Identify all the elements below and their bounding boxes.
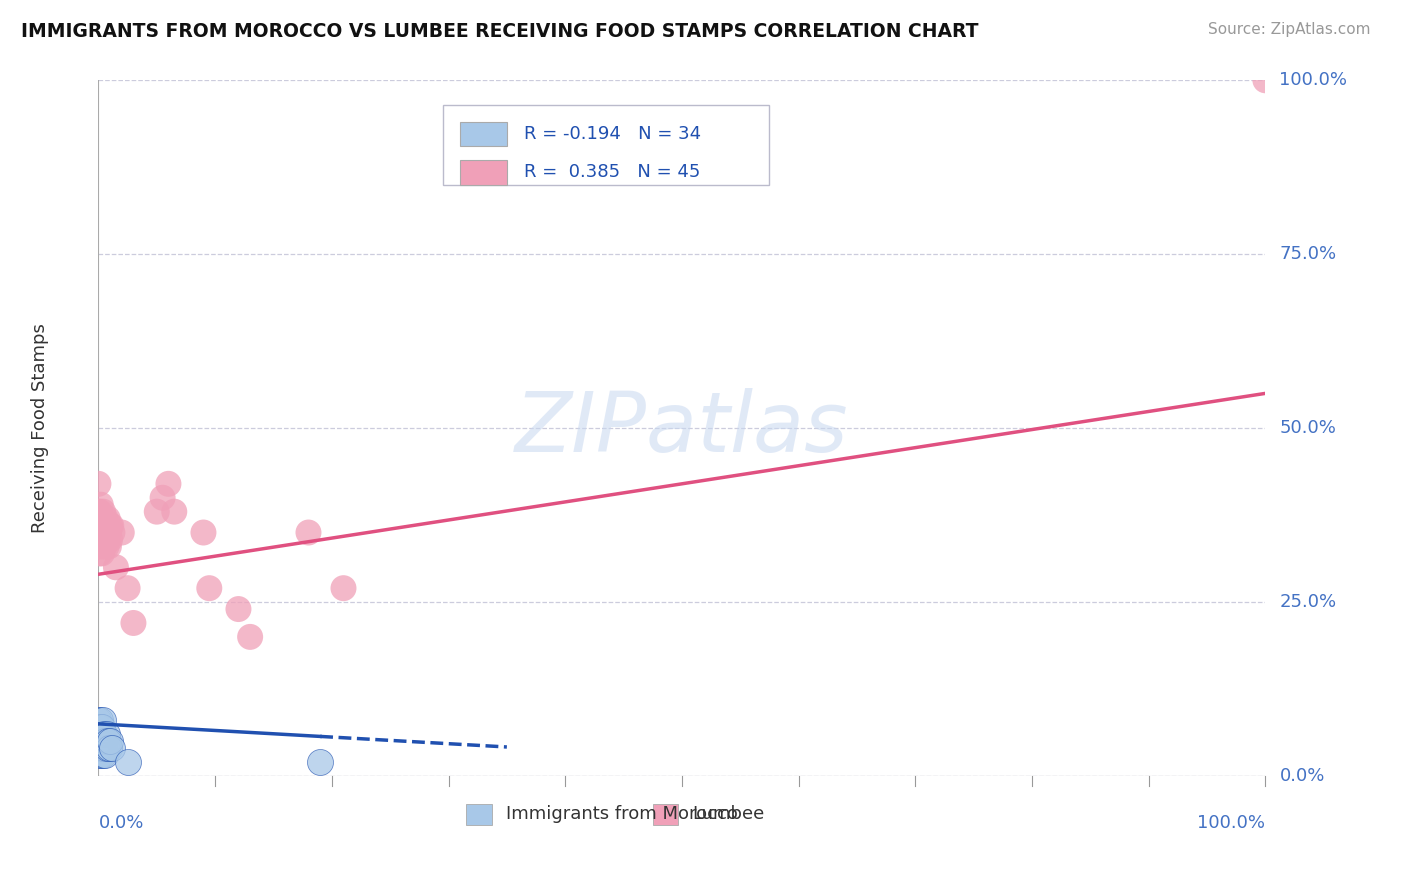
Point — [198, 581, 221, 595]
Point — [96, 741, 118, 756]
Point — [111, 525, 134, 540]
Point — [98, 518, 121, 533]
Point — [89, 505, 111, 519]
Point — [87, 476, 110, 491]
Point — [94, 748, 117, 763]
Point — [87, 540, 110, 554]
Point — [90, 720, 112, 734]
Bar — [652, 804, 679, 825]
Point — [101, 741, 124, 756]
Point — [193, 525, 215, 540]
Point — [91, 714, 114, 728]
Point — [117, 581, 139, 595]
Point — [91, 505, 114, 519]
Point — [89, 714, 111, 728]
Point — [93, 540, 115, 554]
Text: Source: ZipAtlas.com: Source: ZipAtlas.com — [1208, 22, 1371, 37]
Text: 0.0%: 0.0% — [1279, 767, 1324, 785]
Point — [146, 505, 169, 519]
Point — [157, 476, 180, 491]
Point — [87, 525, 110, 540]
Point — [94, 734, 117, 748]
Point — [332, 581, 354, 595]
Point — [96, 540, 118, 554]
Point — [104, 560, 127, 574]
Point — [87, 734, 110, 748]
Point — [97, 540, 120, 554]
Point — [228, 602, 250, 616]
Point — [98, 734, 121, 748]
Text: 100.0%: 100.0% — [1279, 71, 1347, 89]
Point — [90, 518, 112, 533]
Point — [90, 720, 112, 734]
Text: 50.0%: 50.0% — [1279, 419, 1336, 437]
Text: 75.0%: 75.0% — [1279, 245, 1337, 263]
Point — [87, 741, 110, 756]
Point — [87, 720, 110, 734]
Point — [90, 498, 112, 512]
Text: Immigrants from Morocco: Immigrants from Morocco — [506, 805, 738, 823]
Point — [87, 727, 110, 741]
Point — [89, 741, 111, 756]
Point — [89, 727, 111, 741]
Text: Lumbee: Lumbee — [692, 805, 765, 823]
Text: Receiving Food Stamps: Receiving Food Stamps — [31, 323, 49, 533]
Point — [90, 748, 112, 763]
Point — [97, 533, 120, 547]
Bar — [465, 804, 492, 825]
Point — [297, 525, 319, 540]
Text: 25.0%: 25.0% — [1279, 593, 1337, 611]
Text: R = -0.194   N = 34: R = -0.194 N = 34 — [524, 125, 702, 144]
Point — [87, 714, 110, 728]
Bar — [460, 161, 508, 185]
Point — [122, 615, 145, 630]
Point — [91, 748, 114, 763]
Point — [90, 727, 112, 741]
Text: ZIPatlas: ZIPatlas — [515, 388, 849, 468]
FancyBboxPatch shape — [443, 104, 769, 185]
Point — [97, 734, 120, 748]
Point — [87, 505, 110, 519]
Point — [97, 741, 120, 756]
Point — [239, 630, 262, 644]
Point — [90, 511, 112, 525]
Point — [97, 525, 120, 540]
Point — [90, 741, 112, 756]
Text: 0.0%: 0.0% — [98, 814, 143, 832]
Point — [90, 741, 112, 756]
Text: IMMIGRANTS FROM MOROCCO VS LUMBEE RECEIVING FOOD STAMPS CORRELATION CHART: IMMIGRANTS FROM MOROCCO VS LUMBEE RECEIV… — [21, 22, 979, 41]
Point — [93, 727, 115, 741]
Point — [94, 511, 117, 525]
Point — [89, 546, 111, 560]
Point — [89, 720, 111, 734]
Point — [93, 741, 115, 756]
Point — [93, 518, 115, 533]
Point — [98, 533, 121, 547]
Point — [90, 734, 112, 748]
Point — [101, 525, 124, 540]
Point — [1254, 73, 1277, 87]
Point — [90, 546, 112, 560]
Point — [100, 518, 122, 533]
Point — [90, 525, 112, 540]
Point — [97, 511, 120, 525]
Text: 100.0%: 100.0% — [1198, 814, 1265, 832]
Point — [90, 734, 112, 748]
Point — [163, 505, 186, 519]
Point — [91, 734, 114, 748]
Point — [91, 533, 114, 547]
Point — [91, 518, 114, 533]
Point — [117, 755, 139, 769]
Point — [90, 540, 112, 554]
Point — [89, 734, 111, 748]
Point — [152, 491, 174, 505]
Point — [89, 525, 111, 540]
Point — [309, 755, 332, 769]
Bar — [460, 122, 508, 146]
Text: R =  0.385   N = 45: R = 0.385 N = 45 — [524, 163, 700, 181]
Point — [96, 727, 118, 741]
Point — [89, 748, 111, 763]
Point — [96, 525, 118, 540]
Point — [94, 533, 117, 547]
